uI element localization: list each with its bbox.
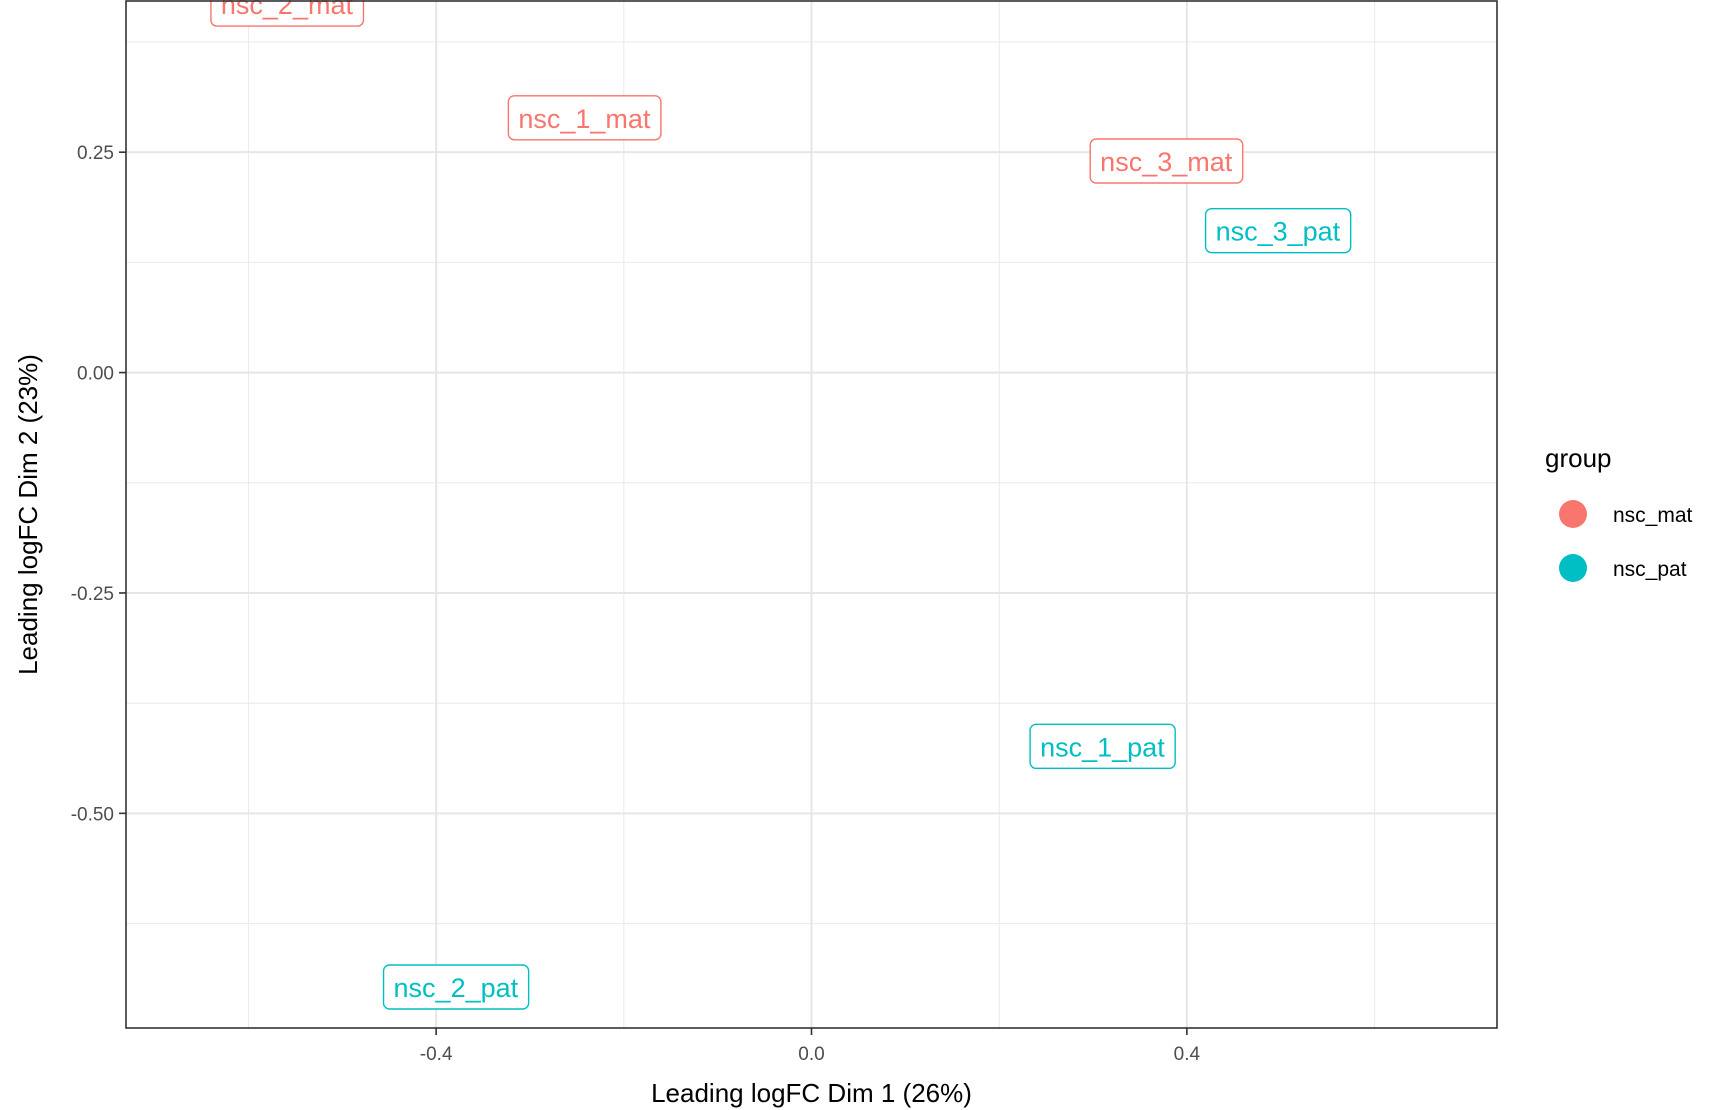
legend-key-dot <box>1559 554 1587 582</box>
legend-label: nsc_mat <box>1613 504 1693 527</box>
y-axis-title: Leading logFC Dim 2 (23%) <box>13 354 43 675</box>
legend-title: group <box>1545 443 1612 473</box>
legend-key-dot <box>1559 500 1587 528</box>
point-label-box <box>1029 723 1176 770</box>
x-tick-label: 0.0 <box>798 1044 824 1065</box>
x-tick-label: 0.4 <box>1174 1044 1201 1065</box>
y-tick-label: 0.00 <box>77 364 114 385</box>
y-tick-label: -0.25 <box>71 584 114 605</box>
major-gridlines <box>126 1 1497 1028</box>
point-label-text: nsc_2_pat <box>394 973 519 1003</box>
x-axis-title: Leading logFC Dim 1 (26%) <box>651 1078 972 1108</box>
point-label-box <box>1089 138 1244 184</box>
x-tick-label: -0.4 <box>420 1044 453 1065</box>
point-label-box <box>210 0 365 27</box>
legend-label: nsc_pat <box>1613 558 1687 581</box>
point-label-text: nsc_1_pat <box>1040 732 1165 762</box>
legend-item-nsc_mat: nsc_mat <box>1559 500 1693 528</box>
point-label-nsc_3_mat: nsc_3_mat <box>1089 138 1244 184</box>
point-label-nsc_1_pat: nsc_1_pat <box>1029 723 1176 770</box>
point-label-box <box>507 95 662 141</box>
point-label-text: nsc_3_pat <box>1216 217 1341 247</box>
point-label-nsc_3_pat: nsc_3_pat <box>1204 207 1352 254</box>
legend: group nsc_mat nsc_pat <box>1545 443 1693 582</box>
point-label-nsc_2_pat: nsc_2_pat <box>382 964 530 1010</box>
x-axis-ticks: -0.4 0.0 0.4 <box>420 1028 1201 1065</box>
point-label-nsc_1_mat: nsc_1_mat <box>507 95 662 141</box>
point-label-text: nsc_2_mat <box>221 0 354 20</box>
y-tick-label: 0.25 <box>77 143 114 164</box>
point-label-box <box>1204 207 1352 254</box>
point-label-text: nsc_3_mat <box>1100 147 1233 177</box>
y-tick-label: -0.50 <box>71 804 114 825</box>
point-labels: nsc_2_mat nsc_1_mat nsc_3_mat nsc_3_pat nsc_… <box>210 0 1352 1010</box>
y-axis-ticks: 0.25 0.00 -0.25 -0.50 <box>71 143 126 825</box>
point-label-box <box>382 964 530 1010</box>
point-label-nsc_2_mat: nsc_2_mat <box>210 0 365 27</box>
legend-item-nsc_pat: nsc_pat <box>1559 554 1687 582</box>
point-label-text: nsc_1_mat <box>518 104 651 134</box>
